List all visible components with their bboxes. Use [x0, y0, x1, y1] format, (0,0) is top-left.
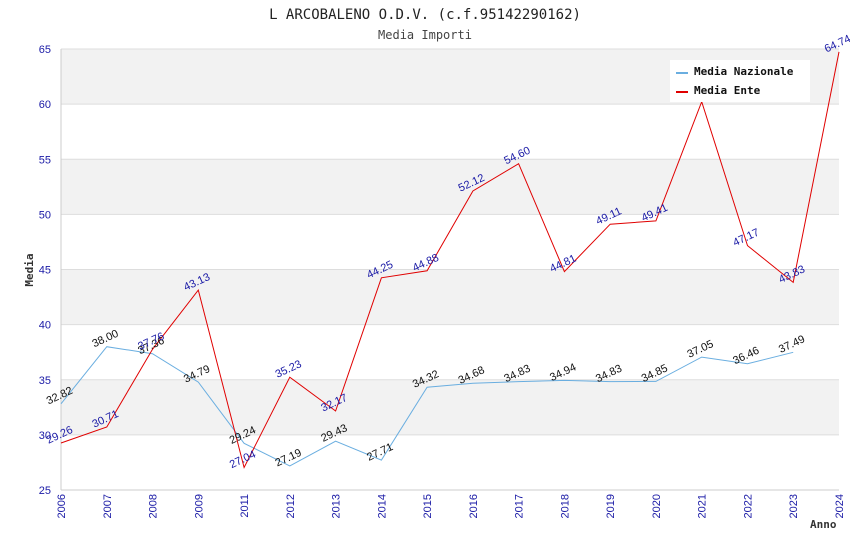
y-tick-label: 65	[39, 44, 51, 56]
y-tick-label: 50	[39, 209, 51, 221]
data-label-media-nazionale: 27.19	[274, 447, 304, 470]
legend-label-media-nazionale: Media Nazionale	[694, 65, 794, 78]
x-tick-label: 2006	[56, 494, 68, 518]
series-line-media-ente	[60, 51, 840, 469]
grid-band	[61, 159, 839, 215]
x-tick-label: 2013	[331, 494, 343, 518]
y-tick-label: 60	[39, 99, 51, 111]
x-tick-label: 2017	[514, 494, 526, 518]
y-axis-label: Media	[23, 253, 36, 286]
x-tick-label: 2008	[148, 494, 160, 518]
x-tick-label: 2015	[422, 494, 434, 518]
series-lines	[60, 51, 840, 469]
x-tick-label: 2009	[193, 494, 205, 518]
chart-subtitle: Media Importi	[378, 28, 472, 42]
data-label-media-ente: 29.26	[45, 424, 75, 447]
x-tick-label: 2024	[834, 494, 846, 518]
x-tick-label: 2016	[468, 494, 480, 518]
data-label-media-ente: 27.04	[228, 449, 258, 472]
x-axis-label: Anno	[810, 518, 837, 531]
x-tick-label: 2012	[285, 494, 297, 518]
grid-band	[61, 379, 839, 435]
x-tick-label: 2014	[376, 494, 388, 518]
x-tick-label: 2021	[697, 494, 709, 518]
data-label-media-ente: 35.23	[274, 358, 304, 381]
y-tick-labels: 25 30 35 40 45 50 55 60 65	[39, 44, 51, 497]
legend: Media Nazionale Media Ente	[670, 60, 810, 102]
y-tick-label: 35	[39, 375, 51, 387]
y-tick-label: 25	[39, 485, 51, 497]
x-tick-labels: 2006 2007 2008 2009 2011 2012 2013 2014 2015 2016…	[56, 494, 846, 518]
series-line-media-nazionale	[60, 346, 794, 467]
chart-title: L ARCOBALENO O.D.V. (c.f.95142290162)	[269, 7, 581, 23]
x-tick-label: 2019	[605, 494, 617, 518]
legend-label-media-ente: Media Ente	[694, 84, 761, 97]
x-tick-label: 2007	[102, 494, 114, 518]
data-label-media-nazionale: 27.71	[365, 441, 395, 464]
y-tick-label: 55	[39, 154, 51, 166]
data-label-media-nazionale: 38.00	[90, 328, 120, 351]
x-tick-label: 2022	[742, 494, 754, 518]
y-tick-label: 45	[39, 265, 51, 277]
y-tick-label: 30	[39, 430, 51, 442]
data-label-media-ente: 47.17	[731, 227, 761, 250]
x-tick-label: 2018	[559, 494, 571, 518]
x-tick-label: 2011	[239, 494, 251, 518]
legend-box	[670, 60, 810, 102]
grid-band	[61, 269, 839, 325]
axes	[60, 49, 839, 491]
y-tick-label: 40	[39, 320, 51, 332]
grid-bands	[61, 49, 839, 435]
x-tick-label: 2020	[651, 494, 663, 518]
x-tick-label: 2023	[788, 494, 800, 518]
